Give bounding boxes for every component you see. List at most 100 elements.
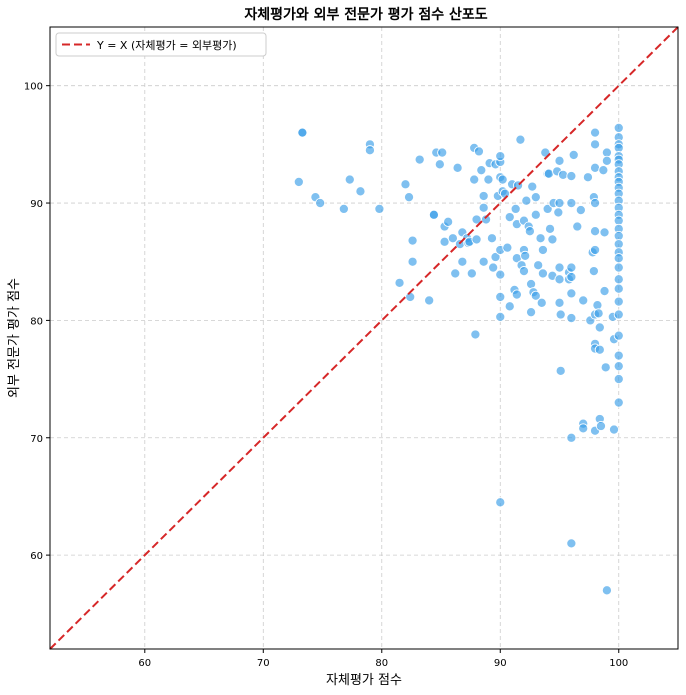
data-point [593, 308, 604, 319]
data-point [566, 197, 577, 209]
data-point [542, 203, 553, 214]
data-point [590, 197, 601, 209]
data-point [495, 151, 506, 162]
y-axis-ticks: 60 70 80 90 100 [24, 82, 50, 562]
data-point [535, 233, 546, 244]
data-point [424, 295, 435, 306]
x-tick-label: 80 [375, 658, 388, 669]
data-point [476, 165, 487, 176]
data-point [524, 226, 535, 237]
data-point [590, 127, 601, 138]
data-point [457, 256, 468, 267]
data-point [590, 162, 601, 173]
plot-frame [49, 26, 679, 650]
data-point [434, 159, 445, 170]
y-axis-label: 외부 전문가 평가 점수 [7, 278, 22, 398]
data-point [293, 176, 304, 187]
data-point [572, 221, 583, 232]
data-point [407, 256, 418, 267]
chart-title: 자체평가와 외부 전문가 평가 점수 산포도 [244, 6, 487, 23]
data-point [374, 203, 385, 214]
data-point [515, 134, 526, 145]
data-point [344, 174, 355, 185]
data-point [613, 350, 624, 361]
data-point [437, 147, 448, 158]
data-point [601, 155, 612, 166]
data-point [364, 145, 375, 156]
data-point [504, 301, 515, 312]
data-point [521, 195, 532, 206]
data-point [537, 244, 548, 256]
y-tick-label: 80 [30, 316, 43, 327]
data-point [495, 311, 506, 322]
reference-line [49, 26, 679, 650]
data-point [590, 226, 601, 237]
data-point [480, 214, 492, 225]
data-point [530, 209, 541, 220]
data-point [439, 236, 450, 247]
data-point [588, 266, 599, 277]
y-tick-label: 100 [24, 82, 43, 93]
data-point [601, 585, 612, 596]
x-tick-label: 90 [494, 658, 507, 669]
data-point [578, 295, 589, 306]
x-axis-ticks: 60 70 80 90 100 [138, 649, 628, 669]
data-point [613, 330, 624, 341]
data-point [590, 244, 601, 256]
data-point [554, 297, 565, 308]
data-point [407, 235, 418, 246]
data-point [600, 362, 611, 373]
data-point [495, 497, 506, 508]
data-point [495, 269, 506, 280]
grid [50, 27, 678, 649]
data-point [518, 266, 530, 277]
data-point [566, 271, 577, 283]
data-point [520, 250, 531, 261]
data-point [355, 186, 366, 197]
data-point [394, 277, 405, 288]
data-point [469, 174, 480, 185]
data-point [471, 234, 482, 245]
data-point [497, 174, 508, 185]
data-point [566, 170, 577, 182]
data-point [297, 127, 308, 138]
data-point [414, 154, 425, 165]
data-point [594, 344, 605, 355]
data-point [315, 197, 326, 209]
data-point [400, 179, 411, 190]
data-point [443, 216, 454, 227]
data-point [582, 172, 593, 183]
data-point [554, 262, 565, 273]
data-point [405, 291, 416, 302]
x-tick-label: 70 [257, 658, 270, 669]
data-points [293, 122, 624, 596]
data-point [599, 286, 610, 297]
data-point [613, 296, 624, 307]
legend-label: Y = X (자체평가 = 외부평가) [96, 39, 237, 52]
data-point [553, 207, 564, 218]
data-point [547, 234, 558, 245]
data-point [544, 223, 556, 234]
data-point [566, 312, 577, 324]
data-point [554, 197, 565, 209]
data-point [568, 149, 579, 160]
data-point [530, 192, 541, 203]
data-point [502, 242, 513, 253]
data-point [566, 432, 577, 443]
data-point [598, 165, 609, 176]
data-point [533, 260, 544, 271]
data-point [613, 361, 624, 372]
data-point [613, 122, 624, 133]
data-point [478, 256, 489, 267]
data-point [554, 274, 565, 285]
data-point [536, 297, 547, 308]
data-point [575, 205, 586, 216]
data-point [592, 300, 603, 311]
data-point [558, 169, 569, 180]
x-tick-label: 60 [138, 658, 151, 669]
data-point [526, 307, 537, 318]
data-point [478, 190, 489, 202]
data-point [447, 233, 458, 244]
y-tick-label: 90 [30, 199, 43, 210]
